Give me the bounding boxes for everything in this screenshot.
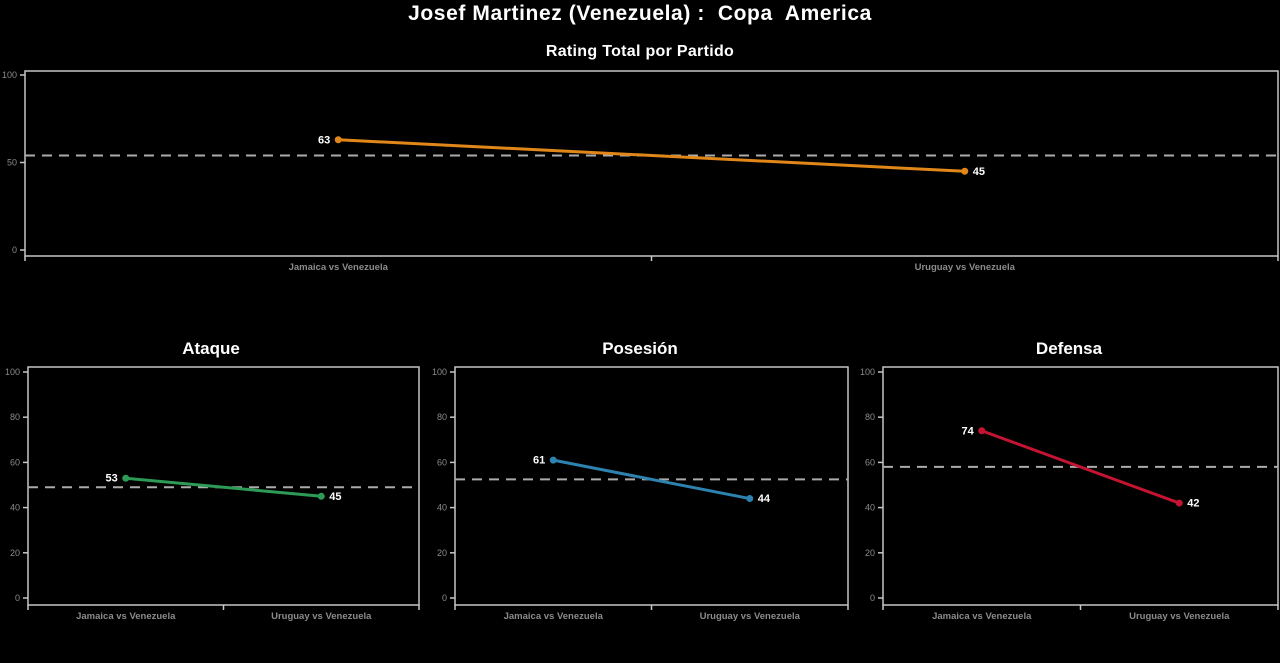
series-line — [336, 138, 967, 173]
data-point[interactable] — [334, 136, 342, 144]
x-axis-category-label: Uruguay vs Venezuela — [915, 262, 1016, 273]
chart-title-posesion: Posesión — [602, 339, 678, 358]
data-point[interactable] — [746, 495, 754, 503]
data-point-label: 42 — [1187, 498, 1199, 510]
y-axis-tick-label: 60 — [437, 457, 447, 467]
data-point[interactable] — [961, 167, 969, 175]
data-point[interactable] — [317, 492, 325, 500]
chart-ataque[interactable]: 0 20 40 60 80 100 Jamaica vs Venezuela Uruguay … — [5, 366, 420, 622]
chart-title-rating-total: Rating Total por Partido — [545, 43, 735, 60]
data-point-label: 45 — [973, 166, 985, 178]
chart-rating-total[interactable]: 0 50 100 Jamaica vs Venezuela Uruguay vs Ven… — [2, 70, 1279, 273]
data-point[interactable] — [978, 427, 986, 435]
data-point[interactable] — [122, 474, 130, 482]
plot-border — [882, 366, 1279, 606]
y-axis-tick-label: 0 — [442, 593, 447, 603]
y-axis-tick-label: 80 — [865, 412, 875, 422]
y-axis-tick-label: 20 — [10, 548, 20, 558]
data-point-label: 63 — [318, 134, 330, 146]
data-point[interactable] — [549, 456, 557, 464]
data-point-label: 74 — [962, 425, 975, 437]
x-axis-category-label: Jamaica vs Venezuela — [504, 611, 604, 622]
x-axis-category-label: Uruguay vs Venezuela — [271, 611, 372, 622]
y-axis-tick-label: 60 — [865, 457, 875, 467]
y-axis-tick-label: 100 — [2, 70, 17, 80]
y-axis-tick-label: 80 — [10, 412, 20, 422]
page-title: Josef Martinez (Venezuela) : Copa Americ… — [408, 2, 872, 25]
data-point-label: 44 — [758, 493, 771, 505]
y-axis-tick-label: 20 — [865, 548, 875, 558]
x-axis-category-label: Jamaica vs Venezuela — [289, 262, 389, 273]
y-axis-tick-label: 0 — [15, 593, 20, 603]
y-axis-tick-label: 20 — [437, 548, 447, 558]
y-axis-tick-label: 80 — [437, 412, 447, 422]
x-axis-category-label: Jamaica vs Venezuela — [76, 611, 176, 622]
y-axis-tick-label: 0 — [870, 593, 875, 603]
y-axis-tick-label: 40 — [10, 503, 20, 513]
plot-border — [24, 70, 1279, 257]
chart-defensa[interactable]: 0 20 40 60 80 100 Jamaica vs Venezuela Uruguay … — [860, 366, 1279, 622]
y-axis-tick-label: 40 — [865, 503, 875, 513]
data-point-label: 61 — [533, 455, 545, 467]
data-point-label: 45 — [329, 491, 341, 503]
y-axis-tick-label: 100 — [860, 367, 875, 377]
x-axis-category-label: Jamaica vs Venezuela — [932, 611, 1032, 622]
series-line — [551, 458, 752, 501]
data-point[interactable] — [1175, 499, 1183, 507]
y-axis-tick-label: 60 — [10, 457, 20, 467]
y-axis-tick-label: 100 — [432, 367, 447, 377]
y-axis-tick-label: 0 — [12, 245, 17, 255]
x-axis-category-label: Uruguay vs Venezuela — [700, 611, 801, 622]
chart-posesion[interactable]: 0 20 40 60 80 100 Jamaica vs Venezuela Uruguay … — [432, 366, 849, 622]
data-point-label: 53 — [106, 473, 118, 485]
y-axis-tick-label: 100 — [5, 367, 20, 377]
y-axis-tick-label: 50 — [7, 158, 17, 168]
y-axis-tick-label: 40 — [437, 503, 447, 513]
series-line — [980, 429, 1181, 505]
chart-title-ataque: Ataque — [182, 339, 240, 358]
chart-title-defensa: Defensa — [1035, 339, 1103, 358]
x-axis-category-label: Uruguay vs Venezuela — [1129, 611, 1230, 622]
series-line — [124, 476, 323, 498]
plot-border — [454, 366, 849, 606]
